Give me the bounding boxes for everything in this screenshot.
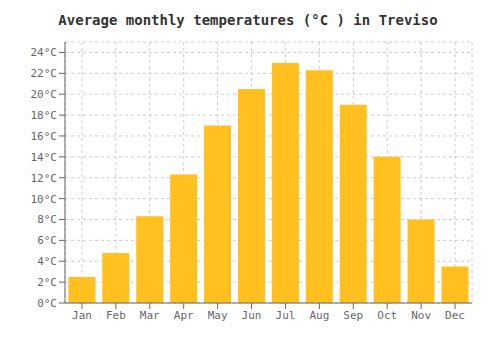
svg-text:May: May <box>208 309 228 322</box>
svg-text:20°C: 20°C <box>31 88 58 101</box>
svg-text:4°C: 4°C <box>37 255 57 268</box>
svg-text:Nov: Nov <box>411 309 431 322</box>
html-text:Average monthly temperatures (: Average monthly temperatures (°C ) in Tr… <box>58 12 438 28</box>
svg-text:8°C: 8°C <box>37 213 57 226</box>
svg-text:Apr: Apr <box>174 309 194 322</box>
svg-text:16°C: 16°C <box>31 130 58 143</box>
svg-text:6°C: 6°C <box>37 234 57 247</box>
svg-text:Jan: Jan <box>72 309 92 322</box>
svg-text:Mar: Mar <box>140 309 160 322</box>
svg-text:Jul: Jul <box>276 309 296 322</box>
svg-text:Feb: Feb <box>106 309 126 322</box>
svg-text:0°C: 0°C <box>37 297 57 310</box>
svg-text:2°C: 2°C <box>37 276 57 289</box>
svg-text:12°C: 12°C <box>31 172 58 185</box>
svg-text:22°C: 22°C <box>31 67 58 80</box>
svg-text:Aug: Aug <box>309 309 329 322</box>
svg-text:Dec: Dec <box>445 309 465 322</box>
svg-text:14°C: 14°C <box>31 151 58 164</box>
svg-text:Sep: Sep <box>343 309 363 322</box>
svg-text:24°C: 24°C <box>31 46 58 59</box>
svg-text:Jun: Jun <box>242 309 262 322</box>
svg-text:18°C: 18°C <box>31 109 58 122</box>
svg-text:10°C: 10°C <box>31 193 58 206</box>
svg-text:Oct: Oct <box>377 309 397 322</box>
